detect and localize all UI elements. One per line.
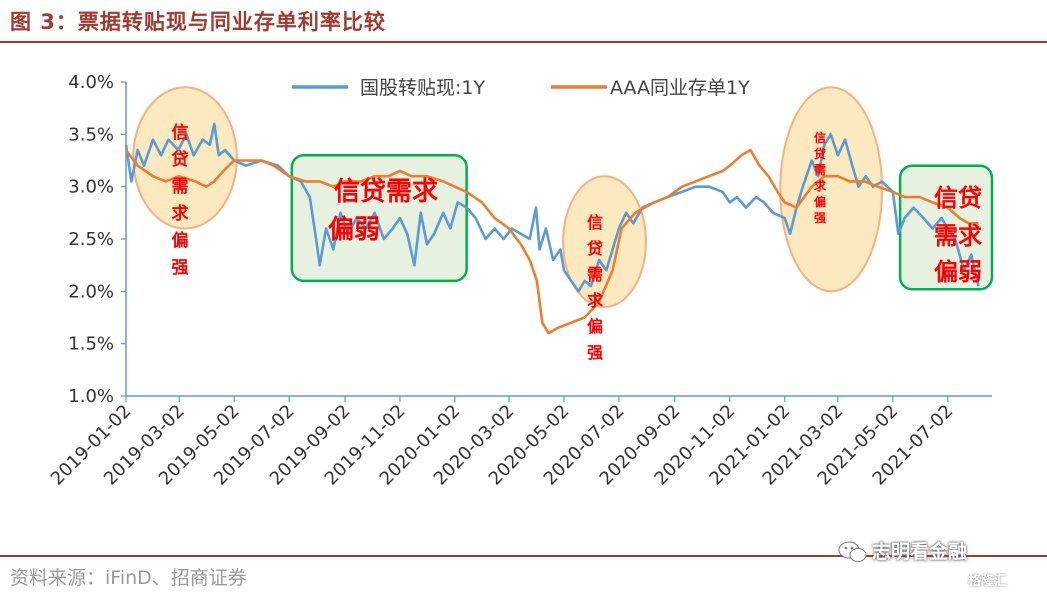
note-char: 贷 bbox=[814, 146, 826, 161]
note-char: 强 bbox=[814, 211, 826, 225]
note-char: 信 bbox=[172, 122, 189, 143]
watermark-name: 志明看金融 bbox=[872, 541, 968, 563]
y-tick-label: 3.5% bbox=[68, 124, 114, 145]
series-line-2 bbox=[124, 148, 979, 335]
note-char: 需 bbox=[172, 177, 189, 197]
y-tick-label: 1.5% bbox=[68, 334, 114, 355]
line-chart: 1.0%1.5%2.0%2.5%3.0%3.5%4.0%2019-01-0220… bbox=[47, 72, 994, 490]
note-line: 信贷 bbox=[934, 184, 982, 212]
source-divider bbox=[0, 555, 1047, 557]
note-char: 偏 bbox=[587, 317, 603, 336]
source-note: 资料来源：iFinD、招商证券 bbox=[10, 567, 247, 589]
y-tick-label: 2.5% bbox=[68, 229, 114, 250]
chart-series bbox=[124, 122, 980, 335]
y-tick-label: 2.0% bbox=[68, 281, 114, 302]
note-char: 偏 bbox=[814, 194, 826, 209]
legend-label-1: 国股转贴现:1Y bbox=[360, 77, 485, 99]
note-char: 偏 bbox=[172, 230, 189, 251]
note-char: 强 bbox=[587, 343, 603, 362]
y-tick-label: 4.0% bbox=[68, 72, 114, 93]
y-tick-label: 1.0% bbox=[68, 386, 114, 407]
chart-legend: 国股转贴现:1Y AAA同业存单1Y bbox=[292, 77, 750, 99]
note-char: 强 bbox=[172, 258, 189, 278]
legend-label-2: AAA同业存单1Y bbox=[610, 77, 750, 99]
note-char: 信 bbox=[814, 130, 826, 145]
note-line: 信贷需求 bbox=[334, 176, 438, 207]
note-char: 求 bbox=[172, 203, 189, 224]
annotation-ellipses bbox=[132, 86, 884, 309]
figure-title: 图 3：票据转贴现与同业存单利率比较 bbox=[10, 10, 386, 34]
note-char: 求 bbox=[814, 178, 827, 193]
annotation-ellipse-2 bbox=[562, 175, 647, 309]
note-char: 贷 bbox=[172, 149, 189, 170]
note-line: 需求 bbox=[934, 222, 982, 250]
note-char: 贷 bbox=[587, 239, 603, 258]
note-char: 需 bbox=[587, 265, 603, 284]
note-line: 偏弱 bbox=[934, 258, 982, 286]
note-char: 需 bbox=[814, 163, 826, 177]
note-line: 偏弱 bbox=[328, 214, 380, 245]
y-tick-label: 3.0% bbox=[68, 177, 114, 198]
note-char: 求 bbox=[587, 291, 604, 310]
wechat-icon bbox=[838, 541, 867, 562]
note-char: 信 bbox=[587, 213, 603, 232]
annotation-ellipse-3 bbox=[779, 86, 884, 293]
watermark-site: 格隆汇 bbox=[968, 574, 1008, 589]
title-divider bbox=[0, 41, 1047, 43]
